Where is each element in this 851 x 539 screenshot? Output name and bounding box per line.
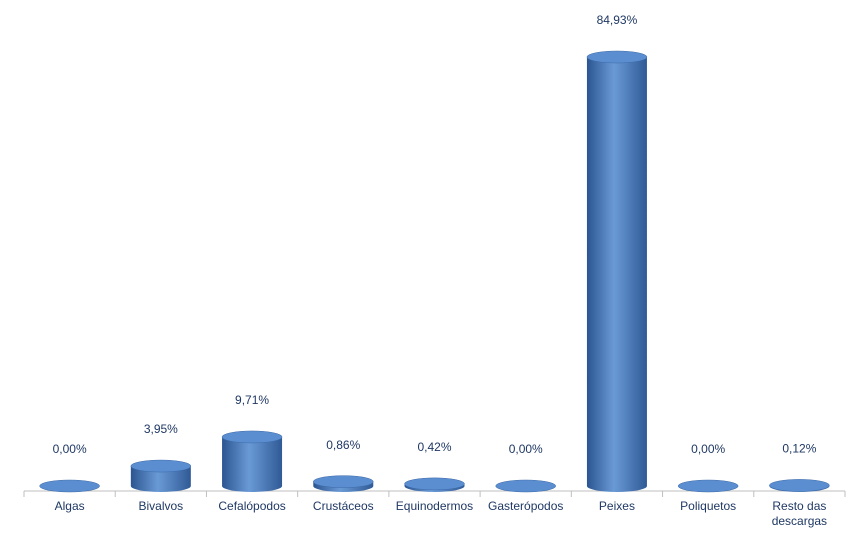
x-tick-label: Crustáceos — [313, 499, 374, 513]
x-tick-label: Cefalópodos — [218, 499, 285, 513]
x-tick-label: Gasterópodos — [488, 499, 563, 513]
value-label: 3,95% — [144, 422, 178, 436]
value-label: 0,00% — [53, 442, 87, 456]
value-label: 0,00% — [691, 442, 725, 456]
value-label: 0,12% — [782, 442, 816, 456]
bar-top — [313, 475, 374, 488]
bar-top — [130, 459, 192, 473]
bar-top — [586, 50, 648, 64]
bar — [222, 436, 283, 492]
bar-top — [495, 479, 556, 493]
bar-top — [677, 479, 739, 493]
x-tick-label: Peixes — [599, 499, 635, 513]
bar-top — [221, 430, 283, 444]
value-label: 84,93% — [597, 13, 638, 27]
bar-top — [404, 477, 465, 491]
x-tick-label: Equinodermos — [396, 499, 473, 513]
x-tick-label: Resto das descargas — [772, 499, 827, 528]
bar — [130, 466, 191, 492]
bar-top — [769, 479, 830, 492]
bar — [586, 57, 647, 492]
x-tick-label: Bivalvos — [138, 499, 183, 513]
x-tick-label: Poliquetos — [680, 499, 736, 513]
value-label: 9,71% — [235, 393, 269, 407]
value-label: 0,42% — [417, 440, 451, 454]
value-label: 0,00% — [509, 442, 543, 456]
x-tick-label: Algas — [55, 499, 85, 513]
bar-top — [39, 479, 100, 493]
value-label: 0,86% — [326, 438, 360, 452]
